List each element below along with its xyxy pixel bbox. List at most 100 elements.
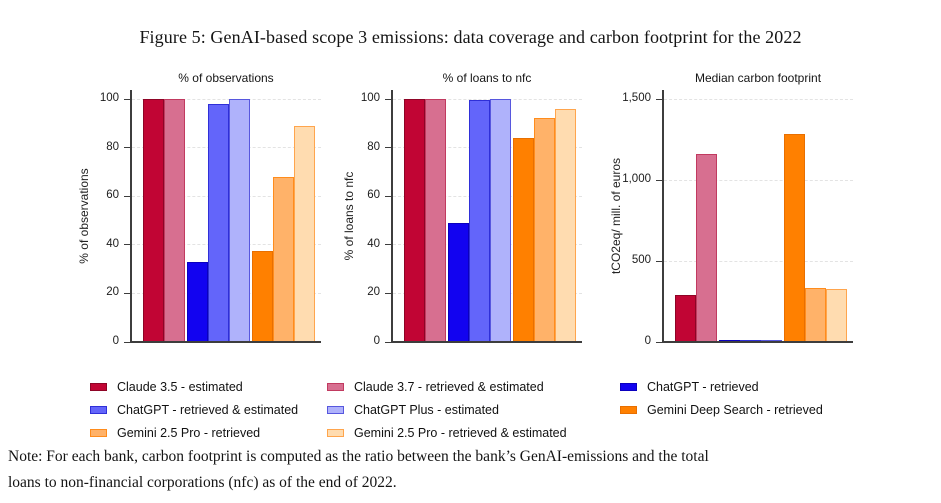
y-axis-line (391, 90, 393, 343)
legend-swatch (620, 382, 637, 391)
legend-swatch (327, 405, 344, 414)
legend-swatch (90, 382, 107, 391)
legend-swatch (327, 382, 344, 391)
legend-item-chatgpt-retrieved-estimated: ChatGPT - retrieved & estimated (90, 398, 298, 421)
legend-column-3: ChatGPT - retrieved Gemini Deep Search - … (620, 375, 823, 421)
y-tick-mark (124, 147, 130, 149)
bar-chatgpt-retrieved-estimated (208, 103, 229, 342)
bar-chatgpt-retrieved (187, 261, 208, 342)
gridline (664, 260, 853, 262)
legend-item-chatgpt-plus-estimated: ChatGPT Plus - estimated (327, 398, 567, 421)
bar-claude-3.5-estimated (675, 295, 696, 342)
y-tick-mark (656, 341, 662, 343)
y-tick-label: 20 (106, 286, 119, 299)
legend-item-gemini-2.5-pro-retrieved: Gemini 2.5 Pro - retrieved (90, 421, 298, 444)
gridline (393, 98, 582, 100)
gridline (664, 179, 853, 181)
y-tick-mark (124, 244, 130, 246)
legend-label: Gemini 2.5 Pro - retrieved (117, 425, 261, 440)
bar-claude-3.7-retrieved-estimated (425, 99, 446, 342)
bar-gemini-deep-search-retrieved (513, 137, 534, 342)
legend-label: ChatGPT - retrieved (647, 379, 759, 394)
bar-claude-3.7-retrieved-estimated (164, 99, 185, 342)
y-tick-label: 500 (631, 254, 651, 266)
bar-chatgpt-plus-estimated (490, 99, 511, 342)
x-axis-line (130, 341, 321, 343)
bar-gemini-deep-search-retrieved (784, 133, 805, 342)
legend-item-gemini-2.5-pro-retrieved-estimated: Gemini 2.5 Pro - retrieved & estimated (327, 421, 567, 444)
bar-claude-3.7-retrieved-estimated (696, 154, 717, 342)
bar-gemini-2.5-pro-retrieved-estimated (826, 288, 847, 342)
legend-label: ChatGPT - retrieved & estimated (117, 402, 299, 417)
bar-gemini-2.5-pro-retrieved-estimated (555, 108, 576, 342)
y-tick-label: 60 (106, 189, 119, 202)
y-tick-mark (385, 147, 391, 149)
y-tick-mark (124, 292, 130, 294)
y-tick-mark (385, 341, 391, 343)
y-tick-mark (124, 98, 130, 100)
legend-swatch (327, 428, 344, 437)
legend-label: ChatGPT Plus - estimated (354, 402, 499, 417)
bar-chatgpt-retrieved (448, 222, 469, 342)
y-tick-label: 0 (112, 335, 119, 347)
bar-gemini-2.5-pro-retrieved (534, 118, 555, 342)
legend-label: Gemini Deep Search - retrieved (647, 402, 823, 417)
y-tick-mark (385, 195, 391, 197)
y-tick-label: 100 (99, 92, 119, 104)
y-tick-mark (124, 195, 130, 197)
bar-gemini-2.5-pro-retrieved-estimated (294, 125, 315, 342)
y-tick-mark (385, 292, 391, 294)
y-tick-label: 100 (360, 92, 380, 104)
note-line-1: Note: For each bank, carbon footprint is… (8, 448, 709, 465)
legend-swatch (620, 405, 637, 414)
y-tick-mark (656, 260, 662, 262)
bar-chatgpt-plus-estimated (229, 99, 250, 342)
legend-label: Gemini 2.5 Pro - retrieved & estimated (354, 425, 567, 440)
x-axis-line (662, 341, 853, 343)
legend-label: Claude 3.7 - retrieved & estimated (354, 379, 544, 394)
y-tick-label: 20 (367, 286, 380, 299)
y-tick-label: 40 (106, 237, 119, 250)
y-tick-label: 80 (367, 140, 380, 153)
panel-title: % of observations (178, 71, 274, 85)
panel-title: Median carbon footprint (694, 71, 822, 85)
y-tick-label: 60 (367, 189, 380, 202)
bar-claude-3.5-estimated (404, 99, 425, 342)
y-axis-label: tCO2eq/ mill. of euros (609, 157, 623, 275)
plot-area: 0 500 1,000 1,500 (622, 90, 853, 347)
y-tick-mark (656, 179, 662, 181)
legend-label: Claude 3.5 - estimated (117, 379, 243, 394)
legend-swatch (90, 428, 107, 437)
y-axis-line (662, 90, 664, 343)
legend-item-claude-3.5-estimated: Claude 3.5 - estimated (90, 375, 298, 398)
gridline (664, 98, 853, 100)
y-tick-label: 80 (106, 140, 119, 153)
bar-chatgpt-retrieved-estimated (469, 100, 490, 342)
legend-column-2: Claude 3.7 - retrieved & estimated ChatGP… (327, 375, 567, 444)
bar-gemini-2.5-pro-retrieved (805, 287, 826, 342)
y-tick-mark (385, 244, 391, 246)
y-tick-label: 1,000 (622, 173, 651, 185)
bar-gemini-deep-search-retrieved (252, 250, 273, 342)
note-line-2: loans to non-financial corporations (nfc… (8, 474, 397, 491)
plot-area: 0 20 40 60 80 100 (361, 90, 582, 347)
legend-column-1: Claude 3.5 - estimated ChatGPT - retrieve… (90, 375, 298, 444)
y-tick-label: 1,500 (622, 92, 651, 104)
panel-title: % of loans to nfc (442, 71, 532, 85)
y-tick-mark (656, 98, 662, 100)
bar-gemini-2.5-pro-retrieved (273, 176, 294, 342)
bar-claude-3.5-estimated (143, 99, 164, 342)
legend-item-claude-3.7-retrieved-estimated: Claude 3.7 - retrieved & estimated (327, 375, 567, 398)
x-axis-line (391, 341, 582, 343)
y-tick-label: 0 (373, 335, 380, 347)
y-tick-mark (124, 341, 130, 343)
gridline (132, 98, 321, 100)
y-axis-line (130, 90, 132, 343)
figure-title: Figure 5: GenAI-based scope 3 emissions:… (139, 27, 802, 47)
plot-area: 0 20 40 60 80 100 (100, 90, 321, 347)
y-tick-mark (385, 98, 391, 100)
y-tick-label: 40 (367, 237, 380, 250)
legend-item-chatgpt-retrieved: ChatGPT - retrieved (620, 375, 823, 398)
legend-item-gemini-deep-search-retrieved: Gemini Deep Search - retrieved (620, 398, 823, 421)
